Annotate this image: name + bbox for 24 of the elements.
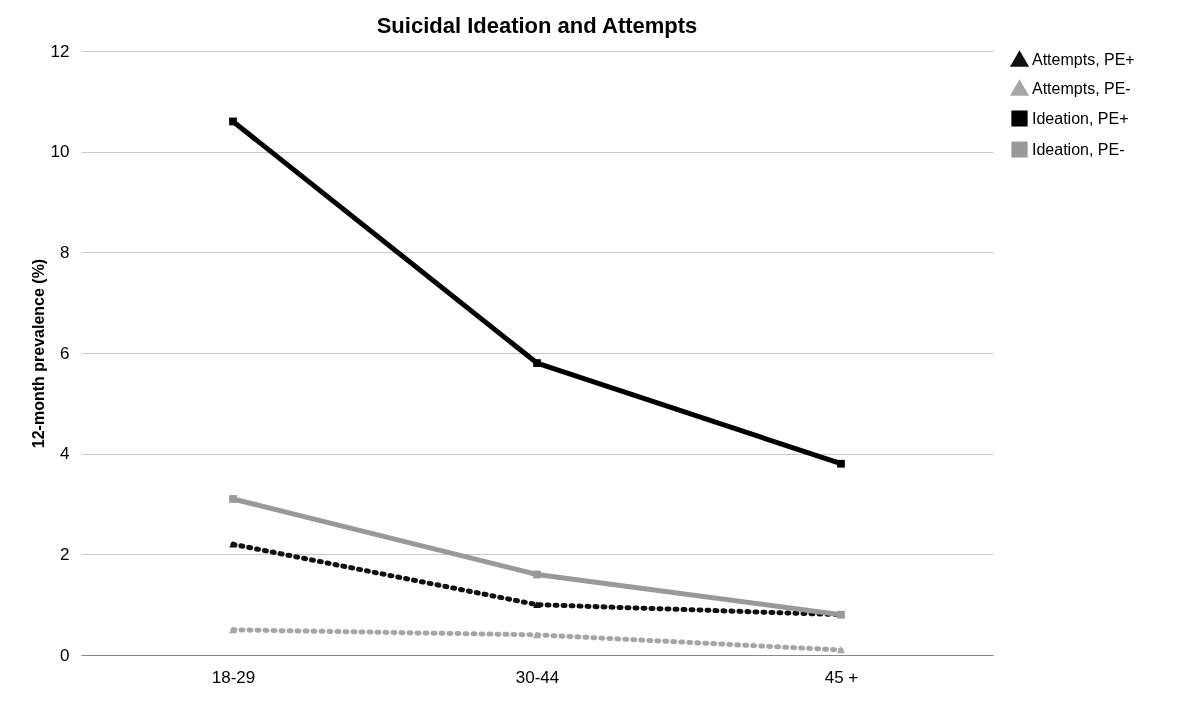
y-tick-label: 6 [60, 343, 70, 363]
point [229, 495, 237, 503]
point [837, 646, 845, 654]
point [533, 631, 541, 639]
x-tick-label: 30-44 [515, 667, 560, 687]
legend-label: Attempts, PE+ [1032, 50, 1135, 68]
x-tick-label: 45 + [824, 667, 859, 687]
y-axis-title: 12-month prevalence (%) [29, 258, 47, 449]
legend-label: Attempts, PE- [1032, 79, 1131, 97]
y-tick-label: 8 [60, 242, 70, 262]
y-tick-label: 12 [50, 41, 70, 61]
point [533, 359, 541, 367]
legend-label: Ideation, PE+ [1032, 109, 1129, 127]
point [533, 570, 541, 579]
y-tick-label: 2 [60, 544, 70, 564]
point [229, 626, 237, 634]
point [837, 459, 845, 468]
chart-title: Suicidal Ideation and Attempts [376, 13, 698, 38]
legend-label: Ideation, PE- [1032, 140, 1125, 158]
y-tick-label: 4 [60, 444, 70, 464]
point [229, 117, 237, 126]
y-tick-label: 0 [60, 645, 70, 665]
x-tick-label: 18-29 [211, 667, 256, 687]
y-tick-label: 10 [50, 142, 70, 162]
